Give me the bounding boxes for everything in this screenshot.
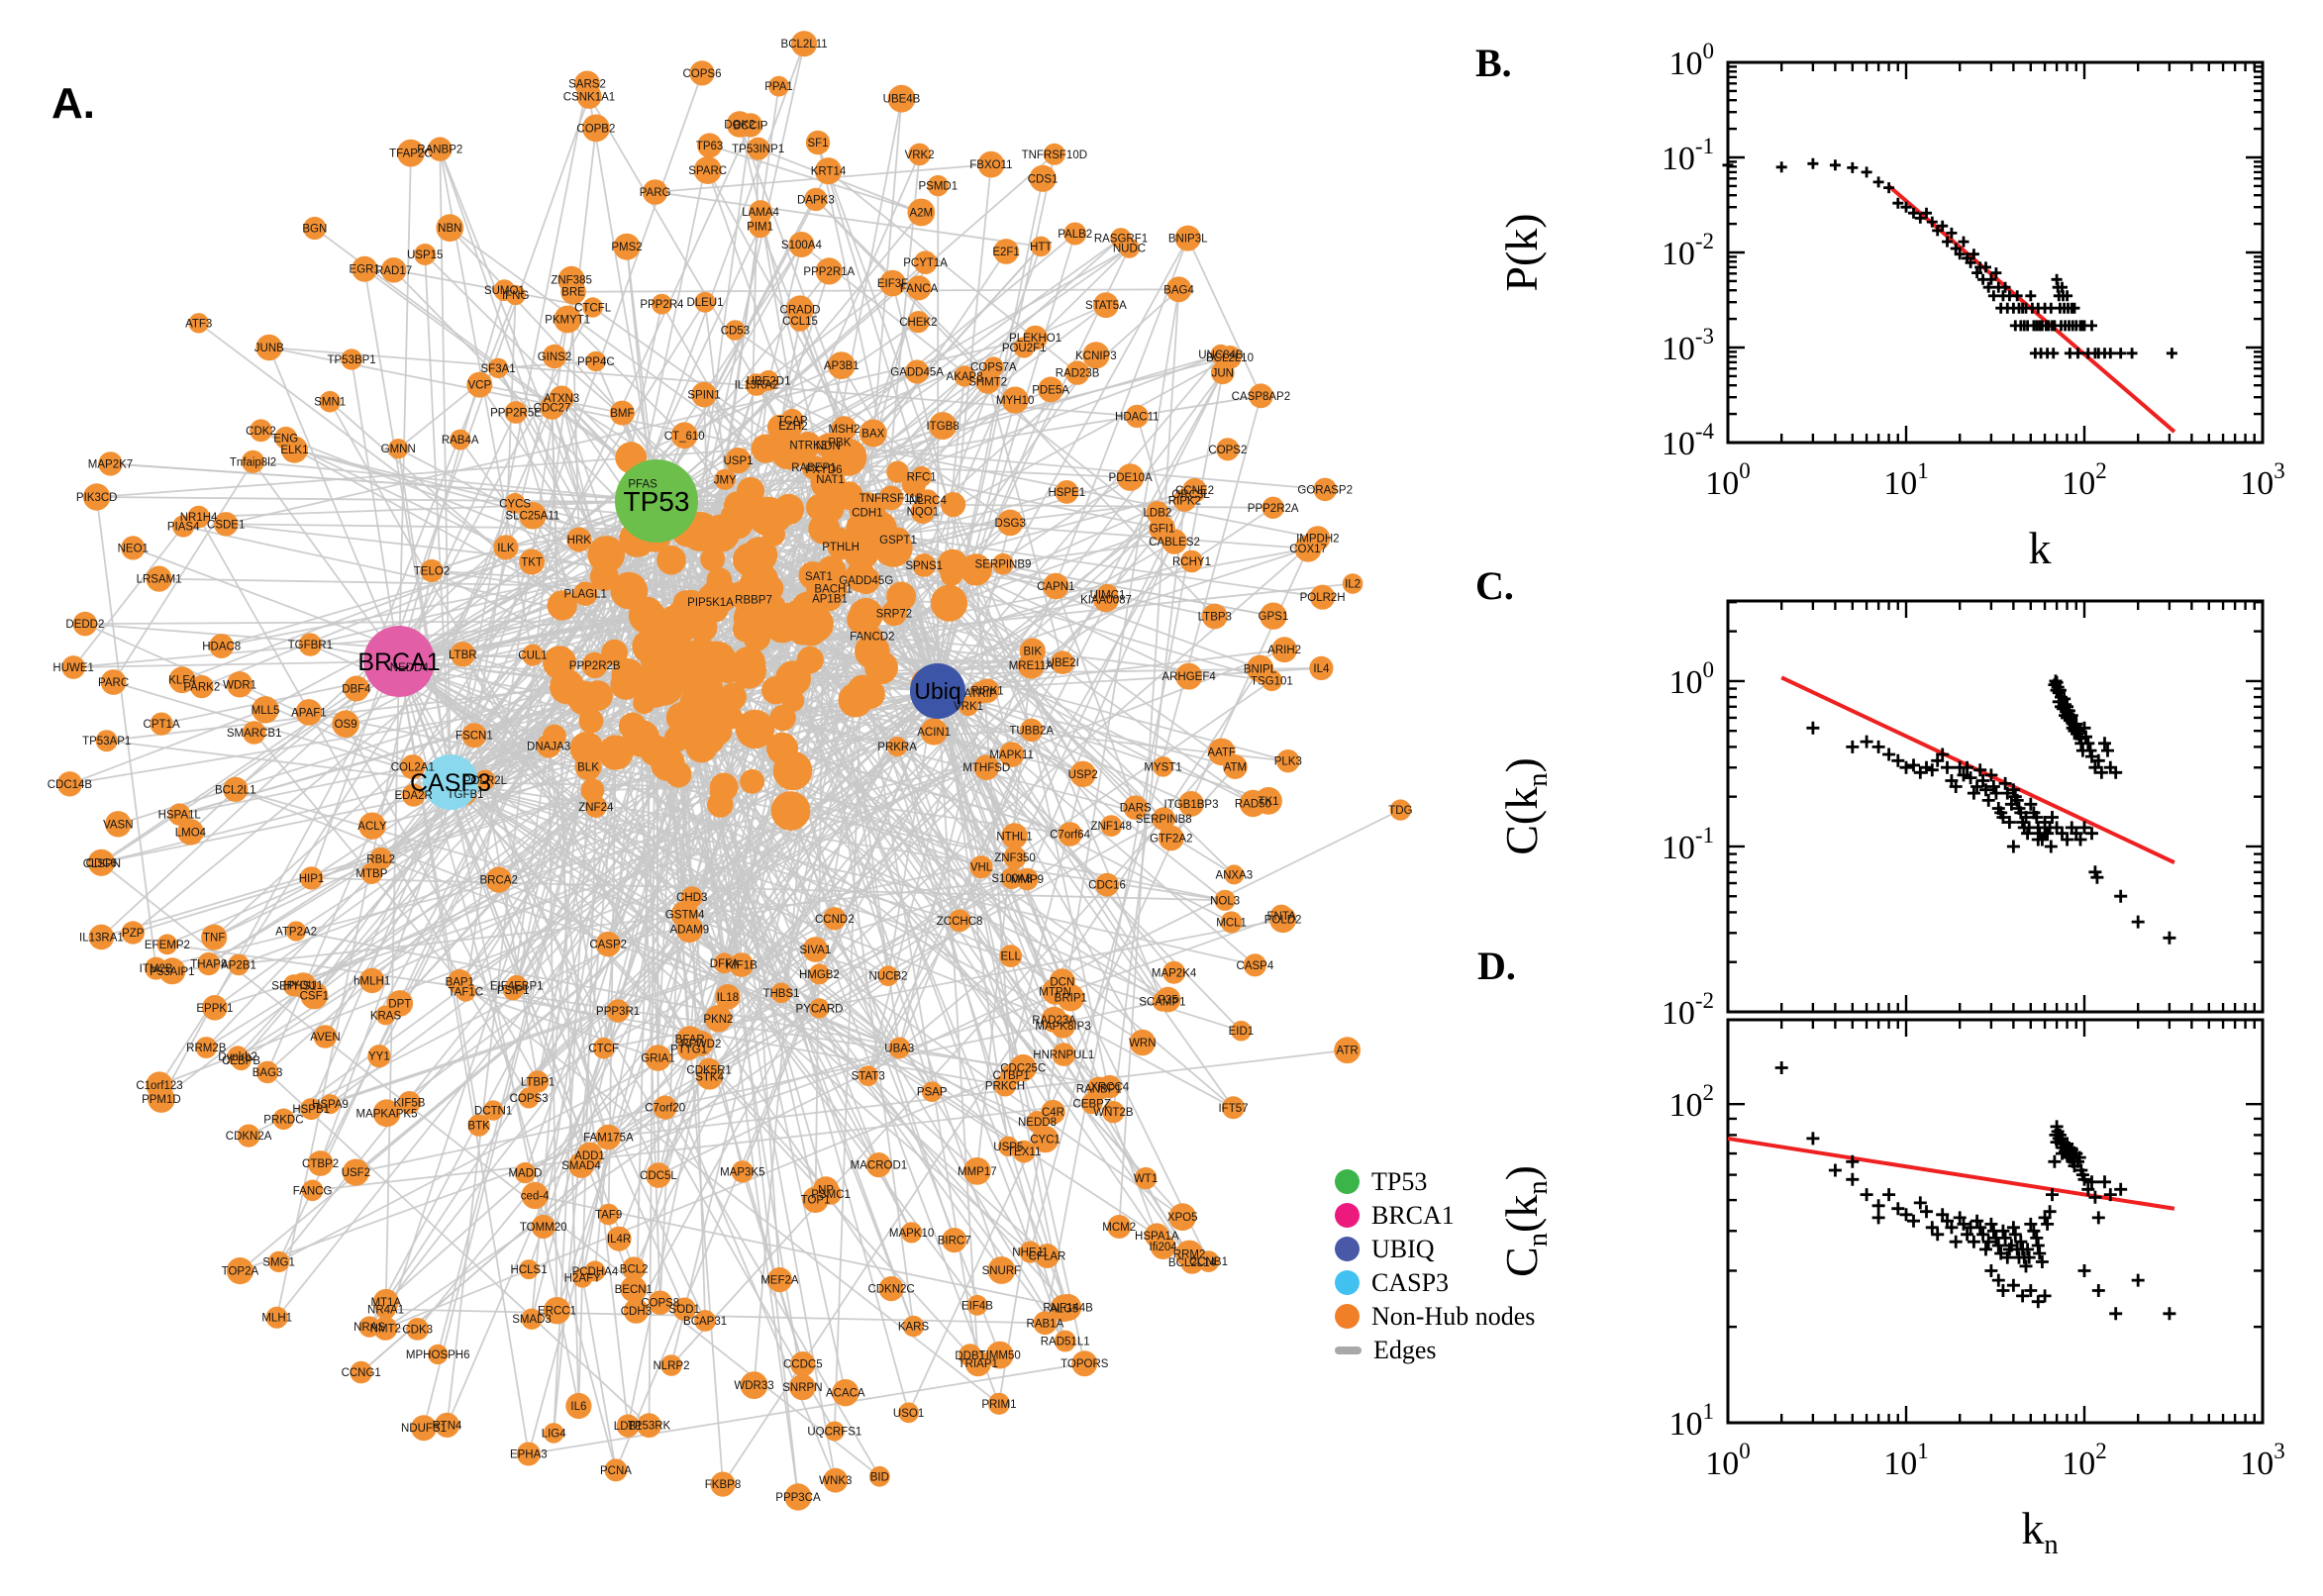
svg-text:C(kn​): C(kn​)	[1496, 757, 1554, 855]
legend-label: UBIQ	[1371, 1234, 1435, 1263]
svg-text:10-4: 10-4	[1662, 419, 1715, 462]
svg-text:k: k	[2029, 523, 2052, 573]
legend-item-edges: Edges	[1335, 1337, 1535, 1363]
svg-text:100: 100	[1669, 39, 1715, 82]
svg-text:102: 102	[1669, 1080, 1715, 1124]
svg-text:103: 103	[2240, 458, 2285, 502]
ubiq-swatch-icon	[1335, 1237, 1360, 1261]
legend-label: TP53	[1371, 1166, 1428, 1196]
legend-item-nonhub: Non-Hub nodes	[1335, 1303, 1535, 1330]
svg-text:10-1: 10-1	[1662, 134, 1714, 177]
legend-label: CASP3	[1371, 1267, 1450, 1297]
panel-d-label: D.	[1477, 944, 1516, 988]
svg-text:101: 101	[1883, 458, 1929, 502]
panel-a-label: A.	[51, 79, 95, 128]
legend-item-tp53: TP53	[1335, 1168, 1535, 1195]
svg-text:101: 101	[1669, 1399, 1715, 1443]
svg-text:102: 102	[2062, 1439, 2107, 1482]
legend-item-ubiq: UBIQ	[1335, 1236, 1535, 1262]
panel-c-label: C.	[1475, 563, 1514, 608]
edge-swatch-icon	[1335, 1346, 1362, 1354]
svg-text:103: 103	[2240, 1439, 2285, 1482]
panel-b-label: B.	[1475, 41, 1512, 85]
svg-text:101: 101	[1883, 1439, 1929, 1482]
svg-text:10-3: 10-3	[1662, 324, 1714, 367]
svg-text:100: 100	[1705, 1439, 1751, 1482]
svg-text:10-2: 10-2	[1662, 988, 1714, 1032]
svg-text:102: 102	[2062, 458, 2107, 502]
svg-text:P(k): P(k)	[1496, 213, 1547, 291]
nonhub-swatch-icon	[1335, 1304, 1360, 1329]
svg-text:100: 100	[1669, 657, 1715, 701]
legend-item-casp3: CASP3	[1335, 1269, 1535, 1296]
legend: TP53 BRCA1 UBIQ CASP3 Non-Hub nodes Edge…	[1335, 1168, 1535, 1363]
brca1-swatch-icon	[1335, 1203, 1360, 1228]
legend-label: Non-Hub nodes	[1371, 1301, 1536, 1331]
casp3-swatch-icon	[1335, 1270, 1360, 1295]
legend-label: BRCA1	[1371, 1200, 1455, 1230]
legend-label: Edges	[1373, 1335, 1437, 1364]
tp53-swatch-icon	[1335, 1169, 1360, 1194]
legend-item-brca1: BRCA1	[1335, 1202, 1535, 1229]
svg-text:kn​: kn​	[2021, 1503, 2058, 1560]
svg-text:100: 100	[1705, 458, 1751, 502]
protein-network-graph: TP53RKKIAA0087THAP8CDC14BDSG3NTHL1CEBPZV…	[48, 31, 1413, 1511]
svg-text:10-1: 10-1	[1662, 823, 1714, 866]
svg-text:10-2: 10-2	[1662, 229, 1714, 272]
